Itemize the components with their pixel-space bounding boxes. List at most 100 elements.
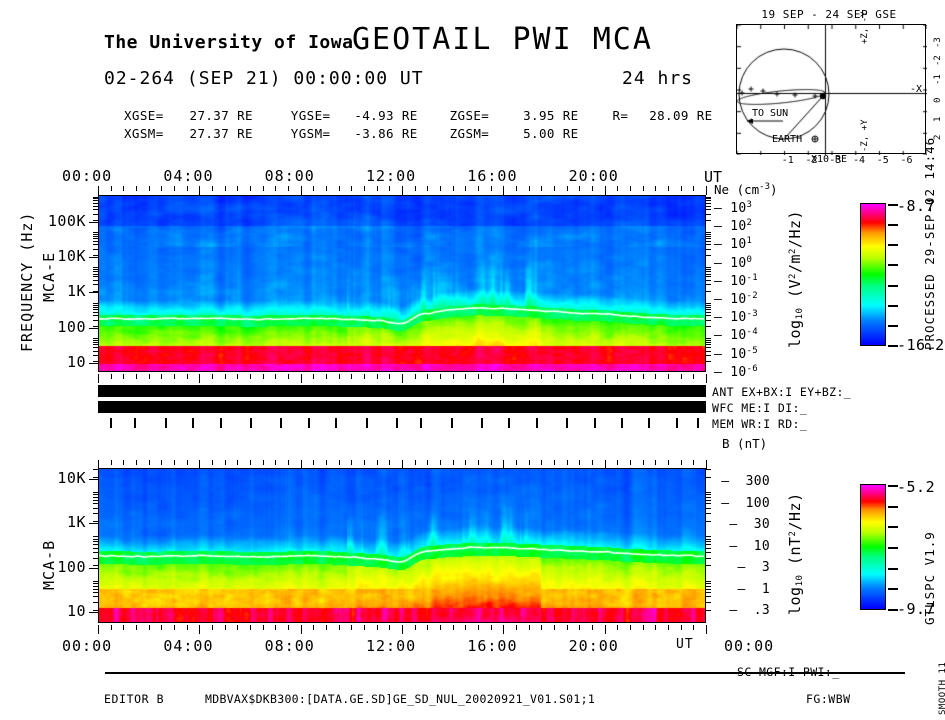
panel-b-minor: [93, 558, 98, 559]
panel-b-minor: [93, 548, 98, 549]
panel-e-ytick-100K: 100K: [47, 211, 86, 230]
tick-b-bot-31: [491, 625, 492, 630]
panel-b-minor-r: [706, 548, 711, 549]
tick-e-top-35: [541, 186, 542, 191]
time-label-0400: 04:00: [163, 167, 214, 185]
tick-b-bot-1: [111, 625, 112, 630]
panel-e-minor-r: [706, 255, 711, 256]
panel-b-minor-r: [706, 477, 711, 478]
panel-b-minor: [93, 513, 98, 514]
value-ygse: -4.93 RE: [354, 108, 418, 123]
tick-b-bot-23: [389, 625, 390, 630]
orbit-xtick--1: -1: [781, 155, 794, 166]
spectrogram-mca-e[interactable]: [98, 195, 706, 372]
panel-e-minor: [93, 303, 98, 304]
tick-e-bot-36: [554, 374, 555, 379]
value-ygsm: -3.86 RE: [354, 126, 418, 141]
tick-b-top-28: [453, 460, 454, 465]
panel-e-minor: [93, 309, 98, 310]
tick-e-top-46: [681, 186, 682, 191]
b-tick-p3: – .3: [729, 603, 770, 618]
orbit-sun-annotation: TO SUN: [752, 108, 789, 119]
tick-b-bot-41: [617, 625, 618, 630]
tick-e-top-31: [491, 186, 492, 191]
tick-b-top-7: [187, 460, 188, 465]
tick-e-bot-13: [263, 374, 264, 379]
panel-e-minor: [93, 355, 98, 356]
tick-e-top-18: [326, 186, 327, 191]
panel-b-minor: [93, 565, 98, 566]
colorbar-b-max: -5.2: [897, 478, 936, 496]
panel-e-minor-r: [706, 203, 711, 204]
tick-b-top-48: [706, 460, 707, 469]
tick-e-bot-29: [465, 374, 466, 379]
b-tick-3: – 3: [737, 560, 770, 575]
tick-b-top-3: [136, 460, 137, 465]
mem-tick-14: [508, 418, 510, 428]
tick-b-top-37: [567, 460, 568, 465]
position-gsm-row: XGSM= 27.37 RE YGSM= -3.86 RE ZGSM= 5.00…: [124, 126, 579, 141]
panel-b-ytick-1K: 1K: [66, 513, 86, 532]
tick-e-top-3: [136, 186, 137, 191]
tick-e-bot-39: [592, 374, 593, 379]
mem-tick-9: [366, 418, 368, 428]
tick-e-bot-23: [389, 374, 390, 379]
panel-e-minor-r: [706, 303, 711, 304]
ne-tick-2: – 102: [714, 218, 753, 235]
tick-e-bot-21: [364, 374, 365, 379]
tick-e-top-27: [440, 186, 441, 191]
time-label-bot-0000: 00:00: [62, 637, 113, 655]
tick-e-top-5: [161, 186, 162, 191]
tick-e-top-32: [503, 186, 504, 195]
tick-b-bot-21: [364, 625, 365, 630]
tick-e-bot-7: [187, 374, 188, 379]
tick-b-top-29: [465, 460, 466, 465]
panel-b-minor: [93, 469, 98, 470]
orbit-title: 19 SEP - 24 SEP GSE: [761, 8, 897, 21]
b-tick-10: – 10: [729, 538, 770, 554]
mem-tick-12: [451, 418, 453, 428]
editor-label: EDITOR B: [104, 692, 165, 706]
tick-b-top-12: [250, 460, 251, 465]
panel-b-ytickmark-1: [89, 523, 98, 524]
mem-tick-19: [648, 418, 650, 428]
panel-b-minor-r: [706, 521, 711, 522]
spectrogram-mca-b[interactable]: [98, 468, 706, 623]
panel-e-minor: [93, 280, 98, 281]
orbit-xlabel: X10 RE: [810, 154, 848, 165]
tick-b-bot-4: [149, 625, 150, 630]
panel-e-minor-r: [706, 305, 711, 306]
panel-b-minor-r: [706, 497, 711, 498]
tick-b-bot-19: [339, 625, 340, 630]
panel-e-minor-r: [706, 338, 711, 339]
smooth-label: SMOOTH 11: [938, 661, 945, 715]
tick-e-bot-16: [301, 374, 302, 383]
status-bar-wfc: [98, 401, 706, 413]
tick-b-top-21: [364, 460, 365, 465]
panel-e-minor-r: [706, 291, 711, 292]
panel-b-ytickmark-3: [89, 612, 98, 613]
panel-e-minor-r: [706, 197, 711, 198]
label-xgse: XGSE=: [124, 108, 164, 123]
label-zgse: ZGSE=: [449, 108, 490, 123]
tick-b-bot-30: [478, 625, 479, 630]
tick-e-bot-32: [503, 374, 504, 383]
tick-e-bot-28: [453, 374, 454, 379]
tick-b-bot-45: [668, 625, 669, 630]
tick-b-bot-14: [275, 625, 276, 630]
tick-b-bot-12: [250, 625, 251, 630]
cbe-tick-2: [888, 244, 898, 246]
value-r: 28.09 RE: [649, 108, 713, 123]
panel-b-minor: [93, 503, 98, 504]
label-r: R=: [612, 108, 629, 123]
status-label-mem: MEM WR:I RD:_: [712, 417, 808, 431]
panel-b-minor: [93, 477, 98, 478]
panel-b-minor-r: [706, 492, 711, 493]
panel-e-minor-r: [706, 307, 711, 308]
panel-b-minor: [93, 494, 98, 495]
tick-b-top-26: [427, 460, 428, 465]
tick-e-top-13: [263, 186, 264, 191]
tick-e-top-4: [149, 186, 150, 191]
tick-b-top-1: [111, 460, 112, 465]
time-label-bot-1600: 16:00: [467, 637, 518, 655]
